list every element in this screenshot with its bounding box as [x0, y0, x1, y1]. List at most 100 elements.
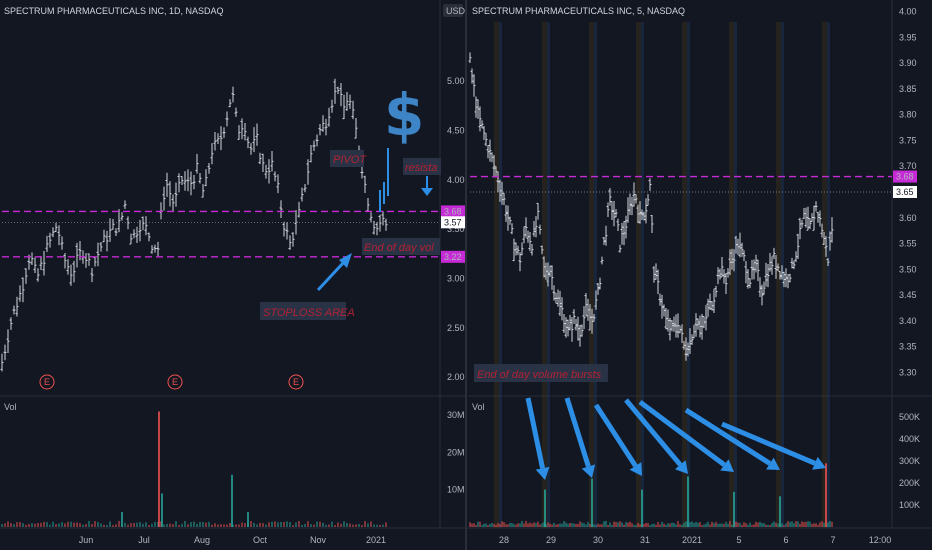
burst-arrow-shaft — [593, 403, 638, 468]
burst-arrow-head — [581, 464, 596, 478]
burst-arrow-head — [812, 456, 826, 470]
i-time-tick: 29 — [546, 535, 556, 545]
session-band-premarket — [494, 22, 499, 528]
earnings-circle — [39, 374, 55, 390]
intraday-volume-label: Vol — [472, 402, 485, 412]
i-time-tick: 6 — [783, 535, 788, 545]
earnings-e-icon: E — [167, 374, 183, 390]
end-of-day-label: End of day vol — [364, 242, 434, 254]
i-level-badge — [893, 170, 917, 183]
burst-arrow-shaft — [564, 397, 591, 468]
volume-bursts-label: End of day volume bursts — [477, 369, 602, 381]
resistance-label-box — [403, 158, 441, 175]
session-band-premarket — [822, 22, 827, 528]
i-price-tick: 3.40 — [899, 316, 917, 326]
i-price-tick: 3.90 — [899, 58, 917, 68]
currency-badge[interactable] — [443, 4, 463, 17]
volume-burst-arrows — [525, 397, 826, 480]
i-price-tick: 3.80 — [899, 110, 917, 120]
daily-chart-title: SPECTRUM PHARMACEUTICALS INC, 1D, NASDAQ — [4, 6, 224, 16]
burst-arrow-icon — [721, 421, 826, 470]
session-band-premarket — [589, 22, 594, 528]
daily-time-axis: Jun Jul Aug Oct Nov 2021 — [79, 535, 386, 545]
d-price-tick: 4.00 — [447, 175, 465, 185]
session-band-afterhours — [641, 22, 644, 528]
i-price-tick: 3.55 — [899, 239, 917, 249]
i-price-tick: 3.50 — [899, 264, 917, 274]
i-price-tick: 3.35 — [899, 342, 917, 352]
i-volume-tick: 500K — [899, 412, 920, 422]
d-price-tick: 3.50 — [447, 224, 465, 234]
d-price-tick: 2.50 — [447, 323, 465, 333]
d-last-price-label: 3.57 — [444, 217, 462, 227]
burst-arrow-shaft — [624, 398, 683, 467]
i-last-price-badge — [893, 186, 917, 198]
burst-arrow-icon — [638, 399, 734, 472]
burst-arrow-icon — [624, 398, 688, 474]
end-of-day-label-box — [362, 238, 440, 255]
daily-price-bars — [0, 78, 388, 372]
i-price-tick: 4.00 — [899, 7, 917, 17]
earnings-label: E — [44, 377, 50, 387]
d-level-label: 3.68 — [444, 206, 462, 216]
burst-arrow-head — [629, 462, 642, 476]
session-band-premarket — [636, 22, 641, 528]
burst-arrow-head — [766, 457, 780, 470]
d-time-tick: Oct — [253, 535, 268, 545]
i-price-tick: 3.70 — [899, 161, 917, 171]
i-time-tick: 28 — [499, 535, 509, 545]
dollar-sign-icon: $ — [384, 81, 424, 149]
session-band-premarket — [729, 22, 734, 528]
pivot-label: PIVOT — [333, 154, 367, 166]
i-time-tick: 12:00 — [869, 535, 892, 545]
session-band-afterhours — [687, 22, 690, 528]
burst-arrow-head — [674, 460, 688, 474]
i-volume-tick: 200K — [899, 478, 920, 488]
intraday-volume-bars — [469, 463, 833, 527]
pivot-label-box — [330, 150, 364, 167]
d-time-tick: Jul — [138, 535, 150, 545]
i-price-tick: 3.60 — [899, 213, 917, 223]
d-level-label: 3.22 — [444, 252, 462, 262]
pivot-marker — [379, 148, 389, 212]
d-time-tick: Jun — [79, 535, 94, 545]
d-level-badge — [441, 250, 465, 263]
intraday-levels: 3.68 3.65 — [470, 170, 917, 198]
intraday-volume-axis: 500K 400K 300K 200K 100K — [899, 412, 920, 510]
d-volume-tick: 30M — [447, 410, 465, 420]
session-band-afterhours — [594, 22, 597, 528]
i-price-tick: 3.45 — [899, 290, 917, 300]
d-volume-tick: 20M — [447, 447, 465, 457]
burst-arrow-icon — [564, 397, 596, 478]
d-time-tick: 2021 — [366, 535, 386, 545]
svg-text:$: $ — [384, 81, 424, 149]
resistance-arrow-icon — [421, 176, 433, 196]
daily-levels: 3.68 3.22 3.57 — [2, 205, 465, 263]
session-band-premarket — [682, 22, 687, 528]
d-price-tick: 3.00 — [447, 274, 465, 284]
d-last-price-badge — [441, 216, 465, 229]
earnings-circle — [288, 374, 304, 390]
burst-arrow-shaft — [638, 399, 726, 467]
session-band-premarket — [776, 22, 781, 528]
i-last-price-label: 3.65 — [896, 187, 914, 197]
i-price-tick: 3.30 — [899, 367, 917, 377]
i-price-tick: 3.95 — [899, 32, 917, 42]
session-band-afterhours — [499, 22, 502, 528]
d-time-tick: Aug — [194, 535, 210, 545]
daily-volume-axis: 30M 20M 10M — [447, 410, 465, 495]
burst-arrow-shaft — [525, 397, 546, 469]
d-volume-tick: 10M — [447, 485, 465, 495]
d-level-badge — [441, 205, 465, 218]
burst-arrow-shaft — [684, 407, 772, 466]
burst-arrow-head — [535, 466, 550, 480]
currency-label: USD — [446, 6, 466, 16]
d-price-tick: 4.50 — [447, 126, 465, 136]
resistance-label: resista — [405, 162, 437, 174]
stoploss-label: STOPLOSS AREA — [263, 307, 355, 319]
i-time-tick: 30 — [593, 535, 603, 545]
burst-arrow-icon — [525, 397, 550, 480]
i-price-tick: 3.75 — [899, 135, 917, 145]
intraday-chart-title: SPECTRUM PHARMACEUTICALS INC, 5, NASDAQ — [472, 6, 685, 16]
i-time-tick: 5 — [736, 535, 741, 545]
